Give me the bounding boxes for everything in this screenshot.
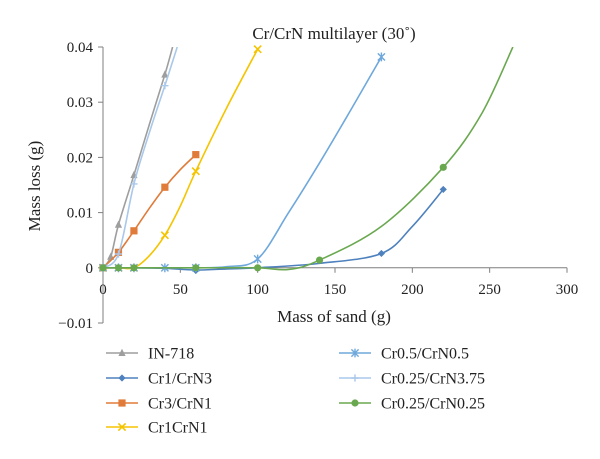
x-axis-title: Mass of sand (g) <box>277 307 391 326</box>
legend-label: Cr3/CrN1 <box>148 396 212 413</box>
data-point-cr0-25-crn3-75 <box>130 180 138 188</box>
data-point-cr0-25-crn0-25 <box>130 264 138 272</box>
axes: −0.01 0 0.01 0.02 0.03 0.04 0 50 100 150 200 250 300 <box>58 40 578 332</box>
x-tick-label: 0 <box>99 282 107 298</box>
data-point-cr0-25-crn0-25 <box>315 256 324 264</box>
series-cr0-25-crn0-25 <box>99 47 514 272</box>
legend-item-cr1-crn3: Cr1/CrN3 <box>106 371 212 388</box>
legend-label: Cr0.25/CrN0.25 <box>381 396 485 413</box>
legend-label: Cr0.25/CrN3.75 <box>381 371 485 388</box>
legend-marker <box>351 399 359 407</box>
series-line-in-718 <box>102 47 174 269</box>
x-tick-label: 50 <box>173 282 188 298</box>
legend-marker <box>118 399 126 407</box>
series-cr3-crn1 <box>99 151 200 272</box>
legend-marker <box>118 348 126 356</box>
series-line-cr0-5-crn0-5 <box>103 56 383 269</box>
data-point-cr0-25-crn3-75 <box>161 82 169 90</box>
series-cr1-crn3 <box>99 185 447 275</box>
x-tick-label: 150 <box>324 282 347 298</box>
series-line-cr0-25-crn0-25 <box>103 47 514 271</box>
chart-title: Cr/CrN multilayer (30˚) <box>252 24 415 43</box>
data-point-cr0-25-crn0-25 <box>114 264 123 272</box>
data-point-cr0-25-crn0-25 <box>254 264 262 272</box>
legend: IN-718 Cr1/CrN3 Cr3/CrN1 Cr1CrN1 Cr0.5/CrN0.… <box>106 346 485 437</box>
data-point-cr0-25-crn0-25 <box>99 264 107 272</box>
data-point-cr3-crn1 <box>161 183 169 191</box>
data-point-in-718 <box>161 70 169 78</box>
legend-label: Cr1/CrN3 <box>148 371 212 388</box>
data-point-cr3-crn1 <box>192 151 200 159</box>
data-point-cr0-5-crn0-5 <box>253 254 262 264</box>
legend-item-cr0-25-crn0-25: Cr0.25/CrN0.25 <box>339 396 485 413</box>
data-point-cr0-25-crn0-25 <box>192 264 200 272</box>
series-line-cr1crn1 <box>103 48 259 270</box>
legend-item-cr3-crn1: Cr3/CrN1 <box>106 396 212 413</box>
series-cr0-5-crn0-5 <box>98 52 386 273</box>
data-point-cr1crn1 <box>191 167 200 176</box>
y-tick-label: 0.03 <box>67 95 93 111</box>
x-tick-label: 300 <box>556 282 579 298</box>
series-in-718 <box>99 47 174 271</box>
x-tick-label: 250 <box>478 282 501 298</box>
data-point-cr3-crn1 <box>130 227 138 235</box>
x-tick-label: 200 <box>401 282 424 298</box>
legend-label: Cr1CrN1 <box>148 420 208 437</box>
y-axis-title: Mass loss (g) <box>25 141 44 232</box>
y-tick-label: 0 <box>86 261 94 277</box>
legend-item-cr0-25-crn3-75: Cr0.25/CrN3.75 <box>339 371 485 388</box>
legend-item-cr1crn1: Cr1CrN1 <box>106 420 208 437</box>
y-tick-label: 0.01 <box>67 206 93 222</box>
legend-item-cr0-5-crn0-5: Cr0.5/CrN0.5 <box>339 346 469 363</box>
y-tick-label: 0.02 <box>67 150 93 166</box>
legend-label: IN-718 <box>148 346 194 363</box>
legend-marker <box>117 422 127 432</box>
data-point-cr0-25-crn0-25 <box>439 163 447 171</box>
data-point-cr1crn1 <box>160 231 170 240</box>
series-line-cr0-25-crn3-75 <box>102 47 179 269</box>
legend-label: Cr0.5/CrN0.5 <box>381 346 469 363</box>
data-point-cr1-crn3 <box>439 185 447 194</box>
legend-marker <box>351 374 359 382</box>
data-point-in-718 <box>114 220 123 228</box>
data-point-cr1crn1 <box>253 45 262 54</box>
legend-marker <box>350 348 360 358</box>
legend-marker <box>118 374 126 382</box>
data-point-cr0-25-crn3-75 <box>114 250 123 258</box>
series-cr1crn1 <box>98 45 262 272</box>
x-tick-label: 100 <box>246 282 269 298</box>
series-layer <box>98 45 514 275</box>
legend-item-in-718: IN-718 <box>106 346 194 363</box>
data-point-cr0-5-crn0-5 <box>377 52 386 62</box>
y-tick-label: 0.04 <box>67 40 94 56</box>
y-tick-label: −0.01 <box>58 316 93 332</box>
data-point-cr1-crn3 <box>377 249 385 258</box>
